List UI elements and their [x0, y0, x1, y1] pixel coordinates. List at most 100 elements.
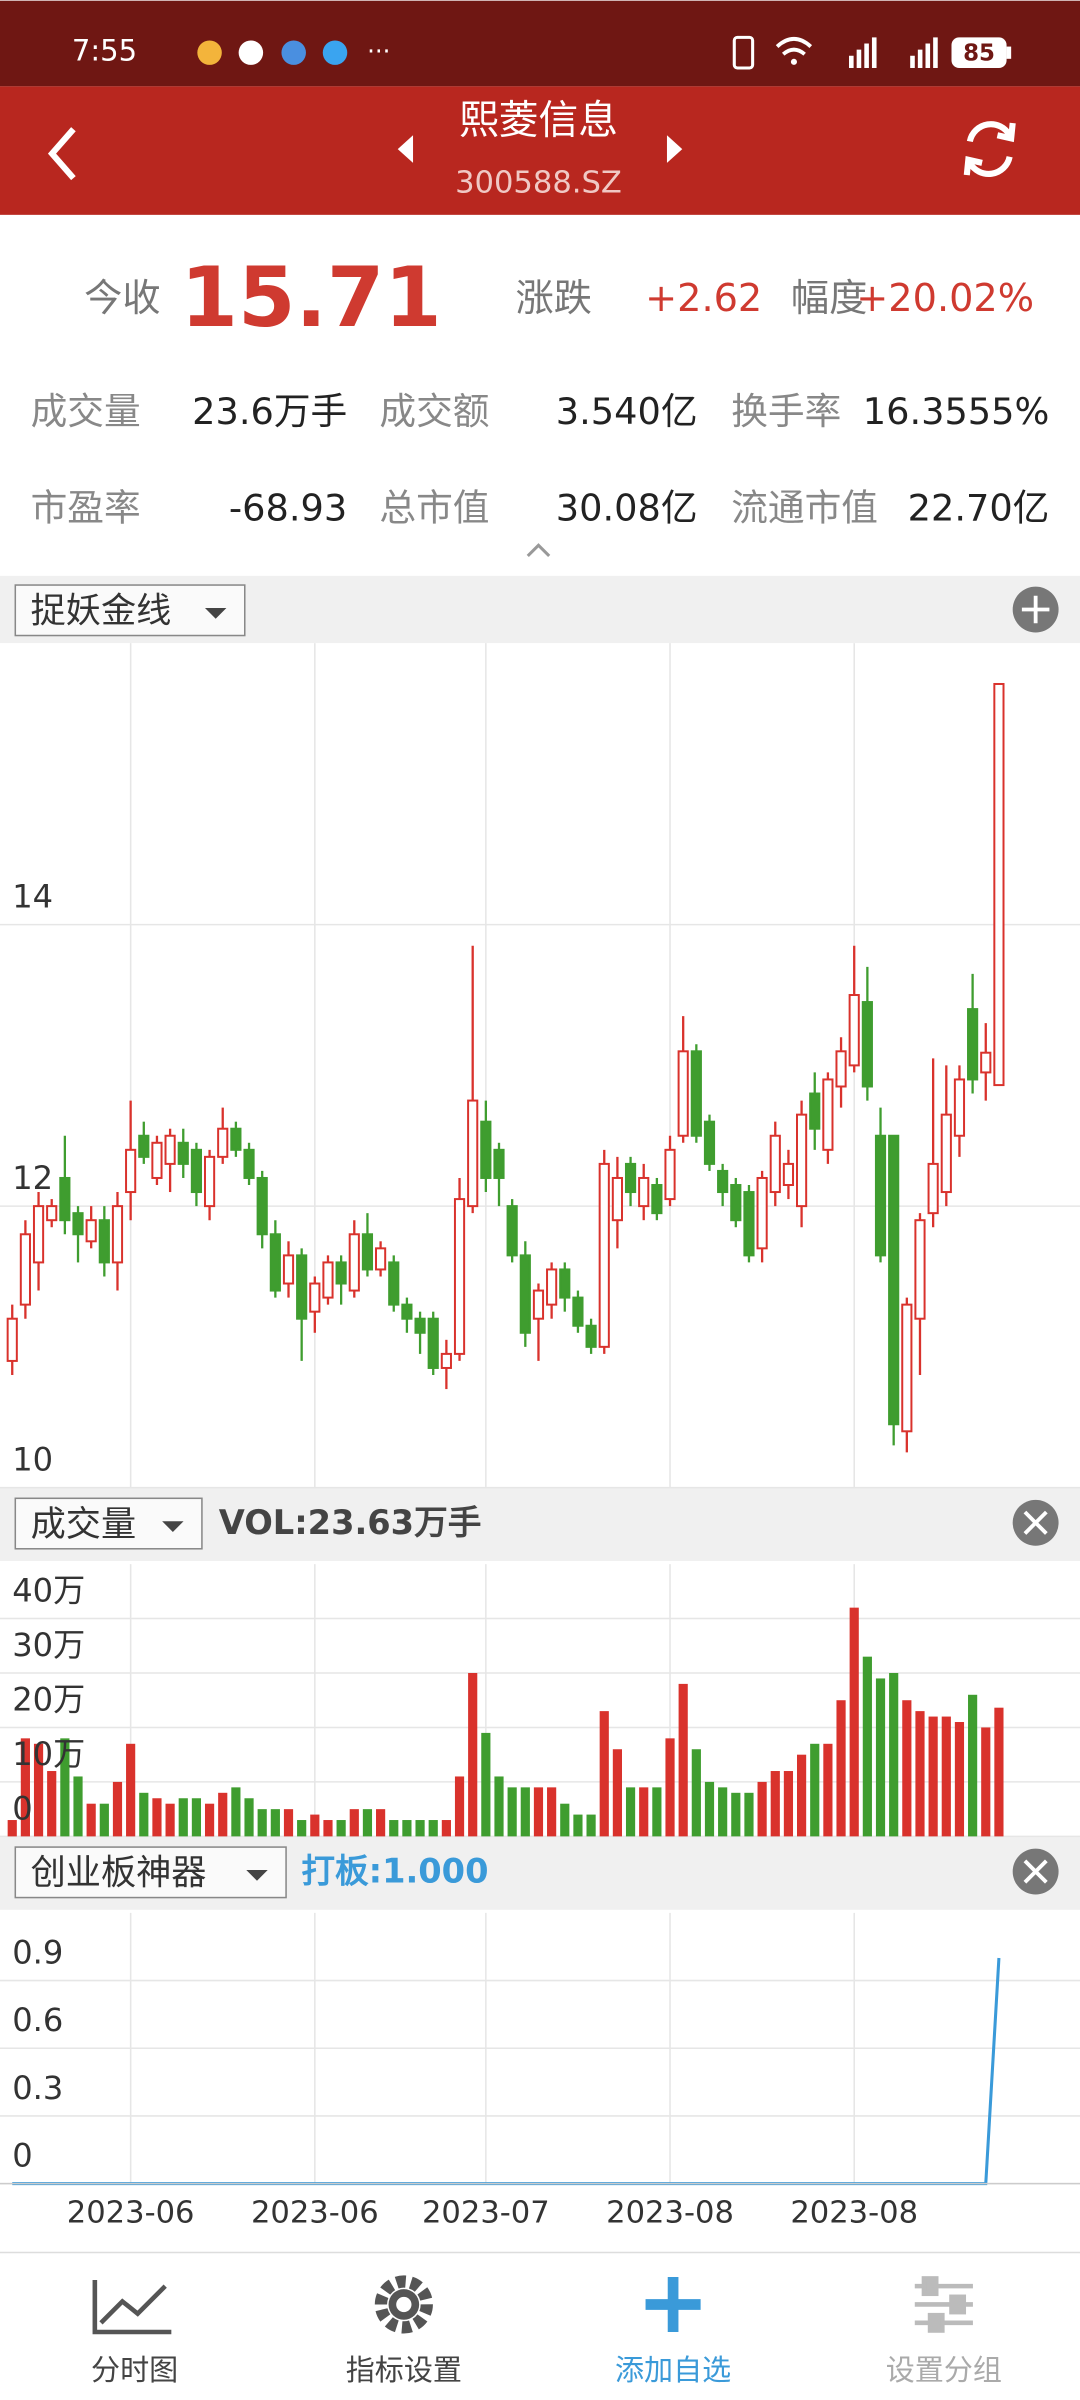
stat-value: 30.08亿: [556, 487, 698, 530]
stat-label: 流通市值: [731, 487, 878, 530]
volume-bar: [849, 1607, 859, 1837]
y-tick-label: 40万: [12, 1572, 85, 1610]
volume-bar: [691, 1749, 701, 1837]
volume-bar: [678, 1683, 688, 1837]
candle-body: [111, 1205, 124, 1264]
x-tick-label: 2023-08: [606, 2196, 734, 2231]
next-stock[interactable]: [666, 135, 683, 163]
close-indicator[interactable]: [1012, 1499, 1059, 1546]
volume-bar: [547, 1787, 557, 1837]
nav-item-icon[interactable]: [374, 2275, 433, 2334]
candle-body: [809, 1092, 821, 1130]
x-tick-label: 2023-06: [67, 2196, 195, 2231]
volume-bar: [560, 1803, 570, 1837]
stat-value: -68.93: [229, 487, 347, 530]
stat-label: 市盈率: [31, 487, 141, 530]
volume-bar: [875, 1678, 886, 1837]
indicator-name: 成交量: [31, 1504, 137, 1545]
candle-body: [401, 1303, 413, 1320]
candle-body: [980, 1051, 992, 1074]
volume-bar: [665, 1738, 675, 1837]
volume-bar: [704, 1781, 715, 1837]
volume-bar: [349, 1809, 359, 1837]
candle-body: [572, 1296, 584, 1327]
volume-bar: [520, 1787, 530, 1837]
candle-body: [309, 1282, 321, 1313]
stat-label: 成交量: [31, 390, 141, 433]
indicator-select[interactable]: [14, 584, 246, 637]
volume-bar: [428, 1820, 438, 1837]
volume-bar: [297, 1820, 307, 1837]
candle-body: [440, 1352, 452, 1369]
change-label: 涨跌: [516, 277, 592, 321]
candle-body: [269, 1233, 281, 1292]
indicator-readout: 打板:1.000: [301, 1852, 488, 1891]
volume-bar: [244, 1798, 254, 1837]
candle-body: [835, 1050, 847, 1088]
candle-body: [782, 1162, 795, 1187]
pct-value: +20.02%: [856, 277, 1034, 321]
volume-bar: [73, 1776, 83, 1837]
candle-body: [993, 682, 1005, 1087]
candle-body: [190, 1148, 203, 1194]
candle-body: [256, 1176, 268, 1236]
candle-body: [598, 1162, 610, 1348]
candle-body: [230, 1127, 242, 1151]
y-tick-label: 0.3: [12, 2069, 63, 2107]
volume-bar: [810, 1743, 820, 1837]
y-tick-label: 0: [12, 1789, 32, 1827]
volume-bar: [573, 1814, 583, 1837]
volume-bar: [139, 1792, 149, 1837]
volume-bar: [968, 1694, 978, 1837]
status-bar: [0, 0, 1080, 87]
back-button[interactable]: [47, 127, 76, 181]
volume-bar: [152, 1798, 162, 1837]
candle-body: [967, 1008, 979, 1081]
candle-body: [19, 1233, 31, 1306]
volume-bar: [165, 1803, 175, 1837]
candle-body: [914, 1219, 926, 1320]
volume-bar: [639, 1787, 649, 1837]
candle-body: [796, 1113, 808, 1208]
nav-item-icon[interactable]: [92, 2280, 172, 2335]
volume-bar: [454, 1776, 465, 1837]
y-tick-label: 0.9: [12, 1934, 63, 1972]
add-indicator[interactable]: [1012, 586, 1059, 633]
nav-label: 指标设置: [346, 2353, 462, 2387]
indicator-select[interactable]: [14, 1846, 287, 1899]
stock-name: 熙菱信息: [459, 98, 618, 144]
volume-bar: [323, 1820, 333, 1837]
close-indicator[interactable]: [1012, 1848, 1059, 1895]
collapse-caret[interactable]: [526, 543, 551, 558]
nav-item-icon[interactable]: [645, 2276, 701, 2333]
volume-bar: [481, 1732, 491, 1837]
candle-body: [848, 994, 860, 1067]
candle-body: [559, 1268, 571, 1299]
nav-label: 添加自选: [615, 2353, 731, 2387]
volume-bar: [7, 1820, 17, 1837]
volume-bar: [915, 1711, 925, 1837]
candle-body: [322, 1261, 334, 1299]
stat-label: 换手率: [731, 390, 841, 433]
x-tick-label: 2023-08: [790, 2196, 918, 2231]
nav-item-icon[interactable]: [914, 2276, 973, 2333]
candle-body: [59, 1176, 71, 1222]
volume-bar: [928, 1716, 938, 1837]
volume-bar: [652, 1787, 662, 1837]
volume-bar: [310, 1814, 320, 1837]
prev-stock[interactable]: [397, 135, 414, 163]
candle-body: [677, 1050, 689, 1137]
volume-bar: [362, 1809, 373, 1837]
change-value: +2.62: [645, 277, 762, 321]
volume-bar: [112, 1781, 123, 1837]
volume-bar: [204, 1803, 215, 1837]
candle-body: [138, 1134, 150, 1158]
candle-body: [296, 1254, 308, 1320]
refresh-button[interactable]: [963, 121, 1016, 177]
candle-body: [282, 1254, 295, 1285]
volume-bar: [625, 1787, 636, 1837]
candle-body: [888, 1134, 900, 1426]
x-tick-label: 2023-07: [422, 2196, 550, 2231]
volume-bar: [441, 1820, 451, 1837]
volume-bar: [902, 1700, 912, 1837]
